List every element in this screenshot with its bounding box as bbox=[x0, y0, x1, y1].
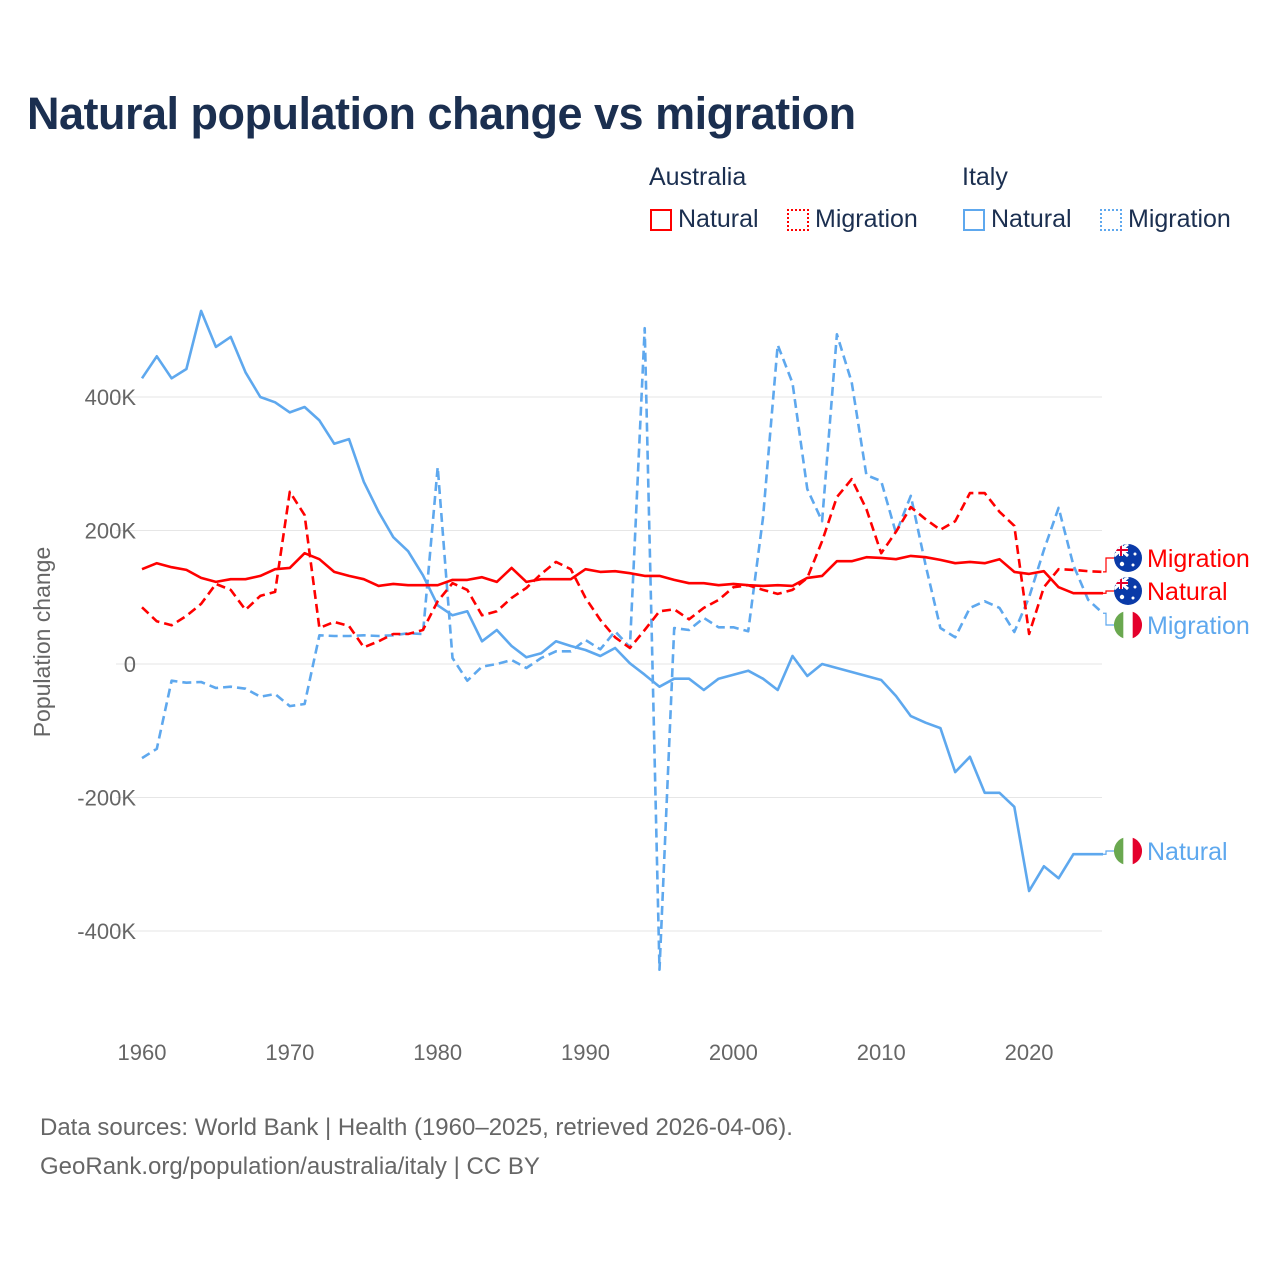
series-line-australia-migration bbox=[141, 477, 1104, 650]
source-link[interactable]: GeoRank.org/population/australia/italy |… bbox=[40, 1153, 540, 1180]
y-axis-label: Population change bbox=[29, 547, 55, 738]
y-tick-label: 0 bbox=[124, 652, 136, 677]
legend-group-australia: Australia bbox=[649, 163, 747, 191]
legend-australia-natural[interactable]: Natural bbox=[650, 205, 759, 234]
gridlines bbox=[116, 396, 1102, 932]
source-note: Data sources: World Bank | Health (1960–… bbox=[40, 1108, 793, 1186]
legend-italy-migration[interactable]: Migration bbox=[1100, 205, 1231, 234]
series-line-italy-natural bbox=[140, 309, 1103, 893]
x-axis: 1960 1970 1980 1990 2000 2010 2020 bbox=[118, 1040, 1054, 1065]
italy-flag-icon bbox=[1113, 611, 1143, 639]
series-line-australia-natural bbox=[141, 551, 1103, 595]
legend-label: Natural bbox=[678, 205, 759, 233]
connector-line bbox=[1103, 850, 1114, 855]
end-label-text: Natural bbox=[1147, 838, 1228, 866]
legend-swatch bbox=[963, 208, 985, 231]
australia-flag-icon bbox=[1114, 577, 1142, 605]
australia-flag-icon bbox=[1114, 544, 1142, 572]
x-tick-label: 1980 bbox=[413, 1040, 462, 1065]
end-label-australia-migration: Migration bbox=[1103, 544, 1250, 573]
legend-australia-migration[interactable]: Migration bbox=[787, 205, 918, 234]
legend-italy-natural[interactable]: Natural bbox=[963, 205, 1072, 234]
chart-title: Natural population change vs migration bbox=[27, 88, 856, 139]
y-tick-label: 200K bbox=[85, 519, 137, 544]
end-label-australia-natural: Natural bbox=[1103, 577, 1228, 606]
x-tick-label: 1990 bbox=[561, 1040, 610, 1065]
y-tick-label: -400K bbox=[77, 919, 136, 944]
y-tick-label: 400K bbox=[85, 385, 137, 410]
legend-group-italy: Italy bbox=[962, 163, 1008, 191]
end-label-text: Natural bbox=[1147, 578, 1228, 606]
source-line-1: Data sources: World Bank | Health (1960–… bbox=[40, 1114, 793, 1141]
legend-swatch bbox=[650, 208, 672, 231]
x-tick-label: 2000 bbox=[709, 1040, 758, 1065]
end-labels: Natural Migration Natural Migration bbox=[1103, 544, 1250, 866]
legend-label: Natural bbox=[991, 205, 1072, 233]
connector-line bbox=[1103, 612, 1114, 626]
x-tick-label: 2020 bbox=[1005, 1040, 1054, 1065]
legend-label: Migration bbox=[1128, 205, 1231, 233]
legend-swatch bbox=[1100, 208, 1122, 231]
end-label-italy-migration: Migration bbox=[1103, 611, 1250, 640]
end-label-text: Migration bbox=[1147, 612, 1250, 640]
connector-line bbox=[1103, 590, 1114, 594]
legend-swatch bbox=[787, 208, 809, 231]
x-tick-label: 2010 bbox=[857, 1040, 906, 1065]
end-label-text: Migration bbox=[1147, 545, 1250, 573]
series-lines bbox=[140, 309, 1104, 972]
y-tick-label: -200K bbox=[77, 786, 136, 811]
legend-label: Migration bbox=[815, 205, 918, 233]
series-line-italy-migration bbox=[141, 326, 1104, 972]
italy-flag-icon bbox=[1113, 837, 1143, 865]
x-tick-label: 1970 bbox=[265, 1040, 314, 1065]
end-label-italy-natural: Natural bbox=[1103, 837, 1228, 866]
y-axis: 400K 200K 0 -200K -400K bbox=[77, 385, 136, 944]
connector-line bbox=[1103, 557, 1114, 573]
x-tick-label: 1960 bbox=[118, 1040, 167, 1065]
